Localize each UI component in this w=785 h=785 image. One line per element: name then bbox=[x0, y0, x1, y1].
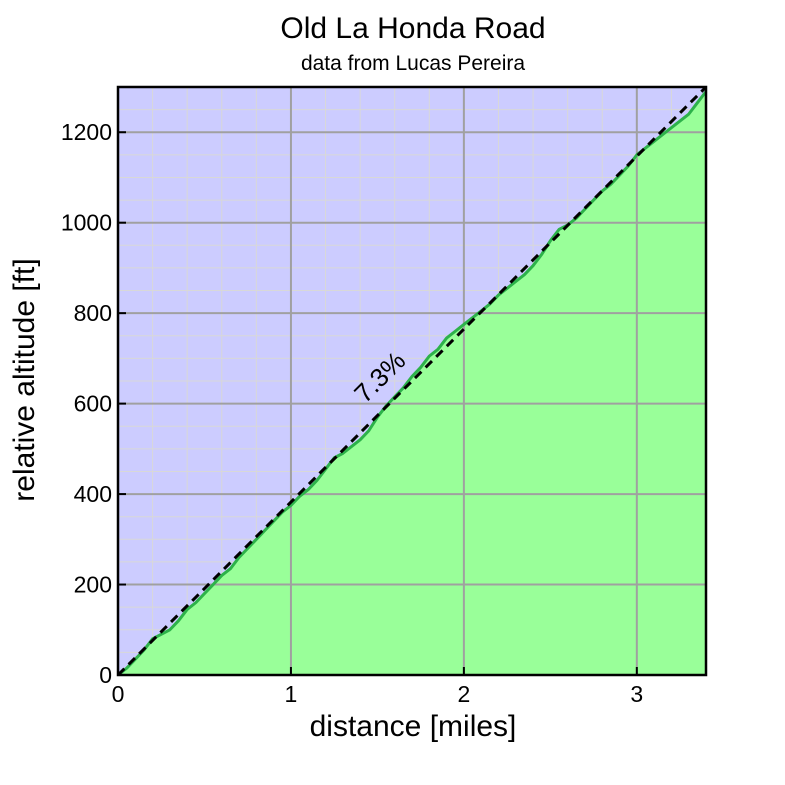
x-tick-label: 3 bbox=[630, 681, 643, 707]
chart-title: Old La Honda Road bbox=[280, 12, 545, 45]
x-tick-label: 0 bbox=[112, 681, 125, 707]
y-tick-label: 0 bbox=[99, 662, 112, 688]
plot-frame bbox=[116, 85, 708, 677]
y-tick-label: 800 bbox=[74, 300, 112, 326]
y-tick-label: 200 bbox=[74, 572, 112, 598]
elevation-area bbox=[118, 91, 706, 675]
y-tick-label: 1000 bbox=[61, 210, 112, 236]
average-grade-line bbox=[116, 85, 708, 677]
major-grid bbox=[118, 87, 706, 675]
chart-subtitle: data from Lucas Pereira bbox=[301, 52, 525, 75]
y-axis-ticks: 0 200 400 600 800 1000 1200 bbox=[61, 119, 126, 688]
x-tick-label: 1 bbox=[285, 681, 298, 707]
x-tick-label: 2 bbox=[457, 681, 470, 707]
x-axis-ticks: 0 1 2 3 bbox=[112, 667, 643, 707]
x-axis-label: distance [miles] bbox=[310, 710, 517, 743]
y-tick-label: 1200 bbox=[61, 119, 112, 145]
y-tick-label: 600 bbox=[74, 391, 112, 417]
y-axis-label: relative altitude [ft] bbox=[8, 258, 41, 501]
y-tick-label: 400 bbox=[74, 481, 112, 507]
